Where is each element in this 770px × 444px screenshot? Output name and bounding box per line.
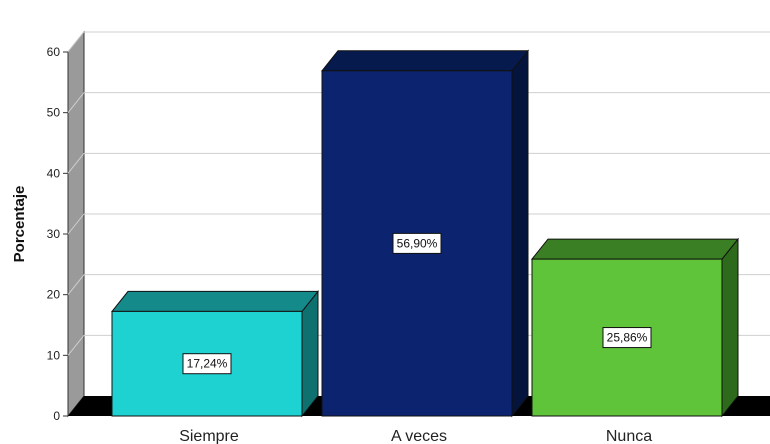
gridline-depth (67, 92, 85, 113)
data-label: 56,90% (392, 232, 442, 254)
data-label-text: 56,90% (397, 236, 438, 250)
category-label: Siempre (179, 428, 239, 444)
y-tick-label: 50 (47, 106, 61, 120)
category-label: A veces (391, 428, 447, 444)
y-tick-label: 30 (47, 227, 61, 241)
y-axis-ticks: 0 10 20 30 40 50 60 (47, 45, 68, 423)
data-label-box (182, 353, 232, 375)
bar-top (320, 50, 530, 72)
gridline-depth (67, 153, 85, 174)
bar-side (511, 49, 529, 418)
y-tick-label: 10 (47, 348, 61, 362)
data-label-box (602, 327, 652, 349)
bar-side (721, 237, 739, 418)
category-label: Nunca (606, 428, 652, 444)
bar-side (301, 289, 319, 418)
gridline-depth (67, 31, 85, 53)
gridline-depth (67, 213, 85, 235)
bar-top (110, 290, 320, 312)
y-tick-label: 20 (47, 288, 61, 302)
gridline-depth (67, 335, 85, 356)
y-tick-label: 40 (47, 166, 61, 180)
data-label: 25,86% (602, 327, 652, 349)
data-label: 17,24% (182, 353, 232, 375)
data-label-box (392, 232, 442, 254)
bar-top (530, 238, 740, 260)
data-label-text: 17,24% (187, 357, 228, 371)
category-labels: Siempre A veces Nunca (179, 428, 652, 444)
y-axis-title: Porcentaje (11, 186, 28, 263)
data-label-text: 25,86% (607, 331, 648, 345)
data-labels: 17,24% 56,90% 25,86% (182, 232, 652, 375)
y-tick-label: 0 (53, 409, 60, 423)
y-tick-label: 60 (47, 45, 61, 59)
gridline-depth (67, 274, 85, 295)
